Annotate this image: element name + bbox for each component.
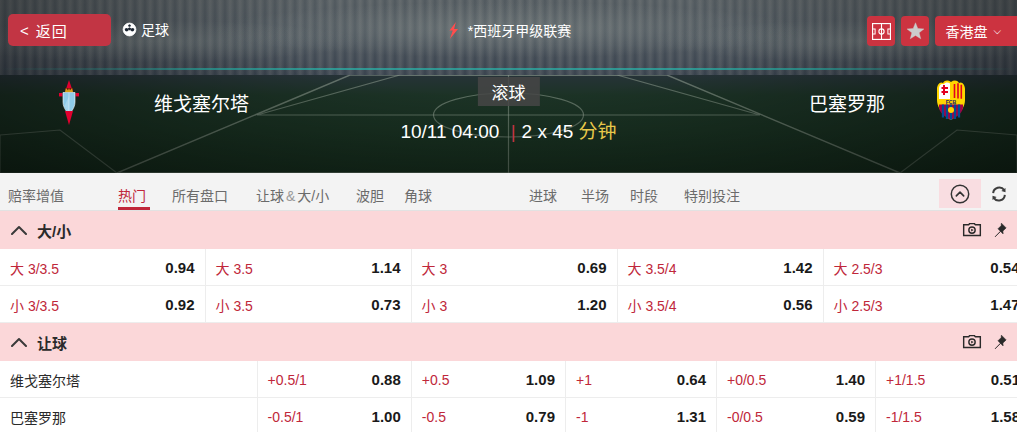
svg-text:FCB: FCB (946, 99, 957, 105)
